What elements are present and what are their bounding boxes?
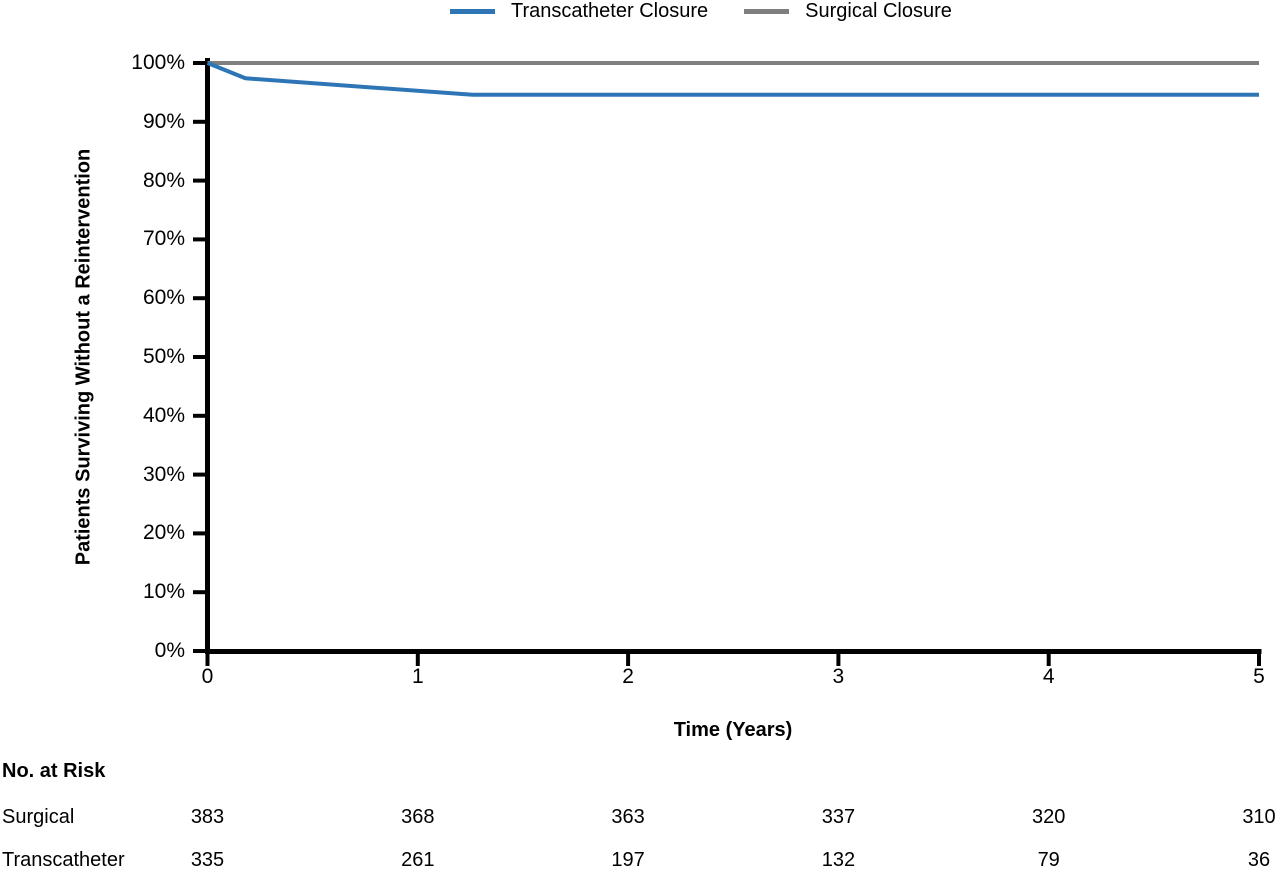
y-tick-label: 40% xyxy=(142,403,185,427)
risk-value-cell: 261 xyxy=(401,849,435,871)
risk-value-cell: 320 xyxy=(1032,806,1066,828)
y-tick-label: 90% xyxy=(142,109,185,133)
x-tick-label: 1 xyxy=(411,665,424,688)
risk-table-title: No. at Risk xyxy=(2,760,106,782)
legend-label-transcatheter: Transcatheter Closure xyxy=(511,0,709,22)
x-tick-label: 2 xyxy=(622,665,634,688)
y-tick-label: 30% xyxy=(142,462,185,486)
risk-value-cell: 383 xyxy=(190,806,225,828)
risk-value-cell: 36 xyxy=(1247,849,1271,871)
y-tick-label: 20% xyxy=(142,521,185,545)
y-tick-label: 50% xyxy=(142,345,185,368)
y-tick-label: 0% xyxy=(154,639,185,662)
risk-value-cell: 79 xyxy=(1037,849,1060,871)
chart-legend: Transcatheter Closure Surgical Closure xyxy=(450,0,952,22)
legend-label-surgical: Surgical Closure xyxy=(805,0,952,22)
risk-row-label-transcatheter: Transcatheter xyxy=(2,849,125,871)
risk-value-cell: 310 xyxy=(1242,806,1276,828)
x-tick-label: 0 xyxy=(201,665,214,688)
surgical-line-swatch-icon xyxy=(744,8,790,14)
legend-item-surgical: Surgical Closure xyxy=(744,0,952,22)
series-line-transcatheter-closure xyxy=(206,61,1259,97)
legend-item-transcatheter: Transcatheter Closure xyxy=(450,0,708,22)
risk-value-cell: 335 xyxy=(190,849,225,871)
x-axis-title: Time (Years) xyxy=(673,719,793,741)
x-tick-label: 5 xyxy=(1253,665,1265,688)
y-tick-label: 80% xyxy=(142,168,185,192)
y-tick-label: 100% xyxy=(131,51,185,74)
risk-value-cell: 132 xyxy=(821,849,856,871)
risk-value-cell: 197 xyxy=(611,849,645,871)
y-tick-label: 10% xyxy=(142,580,185,604)
y-tick-label: 70% xyxy=(142,227,185,251)
risk-value-cell: 368 xyxy=(401,806,435,828)
risk-value-cell: 337 xyxy=(821,806,856,828)
risk-value-cell: 363 xyxy=(611,806,645,828)
x-tick-label: 3 xyxy=(832,665,845,688)
transcatheter-line-swatch-icon xyxy=(450,8,495,14)
x-tick-label: 4 xyxy=(1042,665,1055,688)
risk-row-label-surgical: Surgical xyxy=(2,806,75,828)
y-tick-label: 60% xyxy=(142,286,185,310)
